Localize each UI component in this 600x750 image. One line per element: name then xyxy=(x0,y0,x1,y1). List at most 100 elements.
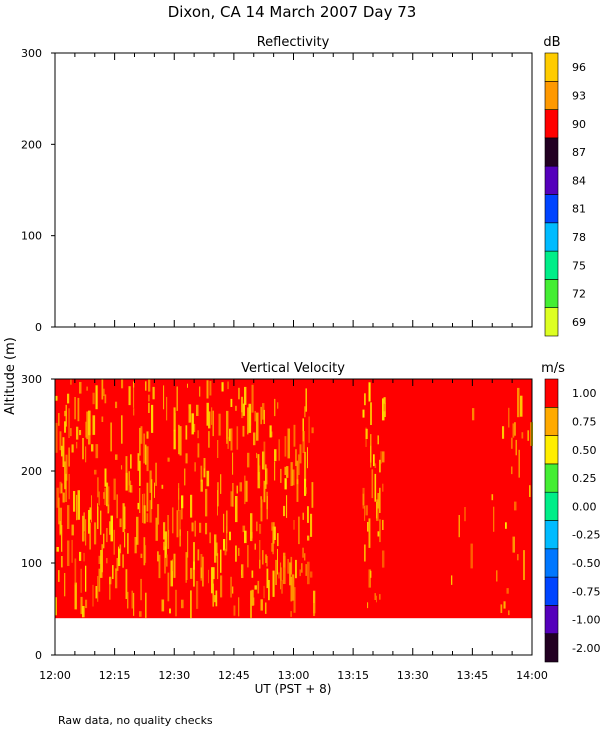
velocity-streak xyxy=(296,460,299,485)
velocity-streak xyxy=(79,382,82,394)
velocity-streak xyxy=(67,505,70,529)
velocity-colorbar-label: 0.00 xyxy=(572,500,597,513)
velocity-streak xyxy=(364,393,366,406)
velocity-streak xyxy=(185,425,188,440)
velocity-streak xyxy=(458,515,460,538)
velocity-streak xyxy=(70,428,72,437)
velocity-streak xyxy=(517,387,520,418)
velocity-streak xyxy=(179,509,181,536)
velocity-streak xyxy=(232,452,234,475)
velocity-streak xyxy=(133,381,135,408)
reflectivity-ytick-label-300: 300 xyxy=(21,47,42,60)
velocity-streak xyxy=(248,403,252,433)
velocity-streak xyxy=(211,567,214,594)
velocity-streak xyxy=(311,482,314,508)
vertical-velocity-heatmap xyxy=(55,379,533,619)
velocity-streak xyxy=(368,518,371,548)
velocity-streak xyxy=(64,573,66,597)
velocity-streak xyxy=(298,454,300,475)
velocity-colorbar-label: -2.00 xyxy=(572,642,600,655)
velocity-streak xyxy=(370,570,372,578)
velocity-streak xyxy=(274,398,276,417)
vertical-velocity-colorbar: m/s -2.00 -1.00 -0.75 -0.50 -0.25 0.00 0.25 0.5… xyxy=(541,361,600,663)
velocity-streak xyxy=(167,529,170,549)
reflectivity-panel: Reflectivity 0 100 200 300 xyxy=(21,35,533,334)
velocity-streak xyxy=(101,379,104,400)
velocity-streak xyxy=(364,505,366,521)
velocity-streak xyxy=(229,531,231,541)
velocity-streak xyxy=(287,428,290,459)
velocity-streak xyxy=(109,521,111,535)
velocity-streak xyxy=(220,575,223,598)
velocity-streak xyxy=(146,513,149,523)
velocity-streak xyxy=(71,539,73,563)
velocity-streak xyxy=(188,404,192,423)
velocity-streak xyxy=(253,432,256,446)
reflectivity-y-axis: 0 100 200 300 xyxy=(21,47,55,334)
velocity-streak xyxy=(379,519,381,543)
velocity-streak xyxy=(77,490,80,520)
velocity-streak xyxy=(244,530,247,544)
velocity-streak xyxy=(299,444,302,464)
velocity-streak xyxy=(181,495,184,509)
velocity-streak xyxy=(232,483,234,507)
velocity-streak xyxy=(185,552,188,580)
velocity-streak xyxy=(67,393,70,404)
velocity-streak xyxy=(143,537,146,566)
velocity-streak xyxy=(101,416,104,422)
velocity-streak xyxy=(95,385,98,410)
velocity-xtick-label: 12:30 xyxy=(158,669,190,682)
velocity-streak xyxy=(307,535,310,541)
velocity-streak xyxy=(376,499,379,521)
velocity-streak xyxy=(362,409,365,418)
velocity-streak xyxy=(64,421,66,433)
velocity-streak xyxy=(143,505,146,524)
velocity-streak xyxy=(227,436,229,449)
velocity-streak xyxy=(383,397,386,404)
velocity-streak xyxy=(491,494,494,501)
velocity-streak xyxy=(272,570,275,597)
velocity-streak xyxy=(265,554,267,563)
velocity-streak xyxy=(187,383,188,388)
velocity-streak xyxy=(80,568,82,593)
velocity-streak xyxy=(242,525,246,533)
velocity-streak xyxy=(56,487,59,508)
reflectivity-colorbar-cell xyxy=(544,250,559,280)
velocity-streak xyxy=(451,575,453,585)
velocity-streak xyxy=(511,466,513,475)
velocity-streak xyxy=(143,433,145,464)
velocity-streak xyxy=(500,604,503,613)
velocity-streak xyxy=(88,510,91,534)
velocity-streak xyxy=(224,548,227,556)
velocity-streak xyxy=(220,549,222,573)
velocity-streak xyxy=(220,474,222,494)
velocity-streak xyxy=(260,599,263,611)
velocity-streak xyxy=(185,569,187,583)
velocity-streak xyxy=(260,499,263,522)
velocity-streak xyxy=(215,542,218,556)
velocity-streak xyxy=(161,599,165,612)
velocity-streak xyxy=(226,410,229,440)
reflectivity-colorbar-label: 93 xyxy=(572,89,586,102)
velocity-streak xyxy=(158,554,161,579)
velocity-streak xyxy=(128,386,131,406)
velocity-streak xyxy=(59,481,62,494)
velocity-streak xyxy=(62,492,65,503)
velocity-streak xyxy=(145,592,147,618)
velocity-colorbar-cell xyxy=(544,576,559,606)
velocity-streak xyxy=(305,487,307,494)
velocity-streak xyxy=(379,594,381,600)
velocity-streak xyxy=(271,543,274,552)
velocity-streak xyxy=(188,408,190,423)
velocity-colorbar-cell xyxy=(544,435,559,465)
velocity-streak xyxy=(163,385,165,410)
velocity-streak xyxy=(302,431,305,453)
velocity-streak xyxy=(85,519,87,546)
velocity-streak xyxy=(131,590,133,609)
velocity-streak xyxy=(206,380,209,399)
velocity-streak xyxy=(259,524,262,534)
velocity-streak xyxy=(262,550,264,565)
velocity-streak xyxy=(94,522,97,545)
velocity-streak xyxy=(68,474,70,500)
velocity-streak xyxy=(311,427,314,434)
